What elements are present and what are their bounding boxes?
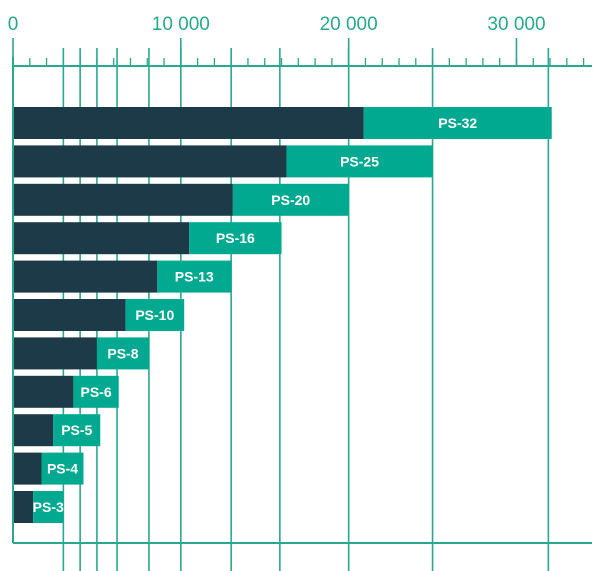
- x-tick-label: 0: [8, 14, 19, 35]
- bar-segment-dark: [13, 260, 158, 293]
- bar-segment-dark: [13, 107, 364, 139]
- bar-segment-light: [232, 183, 349, 216]
- bar-label: PS-25: [340, 153, 379, 169]
- bar-segment-light: [157, 260, 232, 293]
- x-axis: 0 10 000 20 000 30 000: [8, 14, 592, 544]
- bar-label: PS-8: [107, 345, 138, 361]
- bar-label: PS-4: [47, 461, 78, 477]
- bar-segment-dark: [13, 222, 190, 255]
- bar-segment-light: [53, 414, 101, 447]
- bar-segment-light: [33, 491, 64, 523]
- bar-segment-light: [363, 107, 552, 139]
- bar-segment-dark: [13, 337, 97, 370]
- bar-segment-dark: [13, 145, 287, 178]
- bar-label: PS-3: [33, 499, 64, 515]
- bar-label: PS-32: [438, 115, 477, 131]
- bar-segment-dark: [13, 375, 74, 408]
- bar-segment-light: [286, 145, 433, 178]
- bar-segment-dark: [13, 414, 54, 447]
- bar-segment-dark: [13, 183, 233, 216]
- bar-segment-light: [96, 337, 149, 370]
- bar-label: PS-13: [175, 269, 214, 285]
- bars: PS-32 PS-25 PS-20 PS-16 PS-13 PS-10 PS-8 PS-6 PS…: [13, 107, 552, 523]
- bar-label: PS-5: [61, 422, 92, 438]
- x-tick-label: 30 000: [487, 14, 545, 35]
- bar-segment-dark: [13, 452, 42, 485]
- bar-segment-dark: [13, 491, 34, 523]
- x-tick-label: 10 000: [152, 14, 210, 35]
- bar-label: PS-20: [271, 192, 310, 208]
- bar-label: PS-16: [216, 230, 255, 246]
- bar-label: PS-10: [135, 307, 174, 323]
- bar-segment-dark: [13, 299, 126, 331]
- bar-segment-light: [125, 299, 185, 331]
- bar-segment-light: [41, 452, 84, 485]
- bar-segment-light: [73, 375, 119, 408]
- bar-label: PS-6: [81, 384, 112, 400]
- bar-segment-light: [189, 222, 282, 255]
- x-tick-label: 20 000: [320, 14, 378, 35]
